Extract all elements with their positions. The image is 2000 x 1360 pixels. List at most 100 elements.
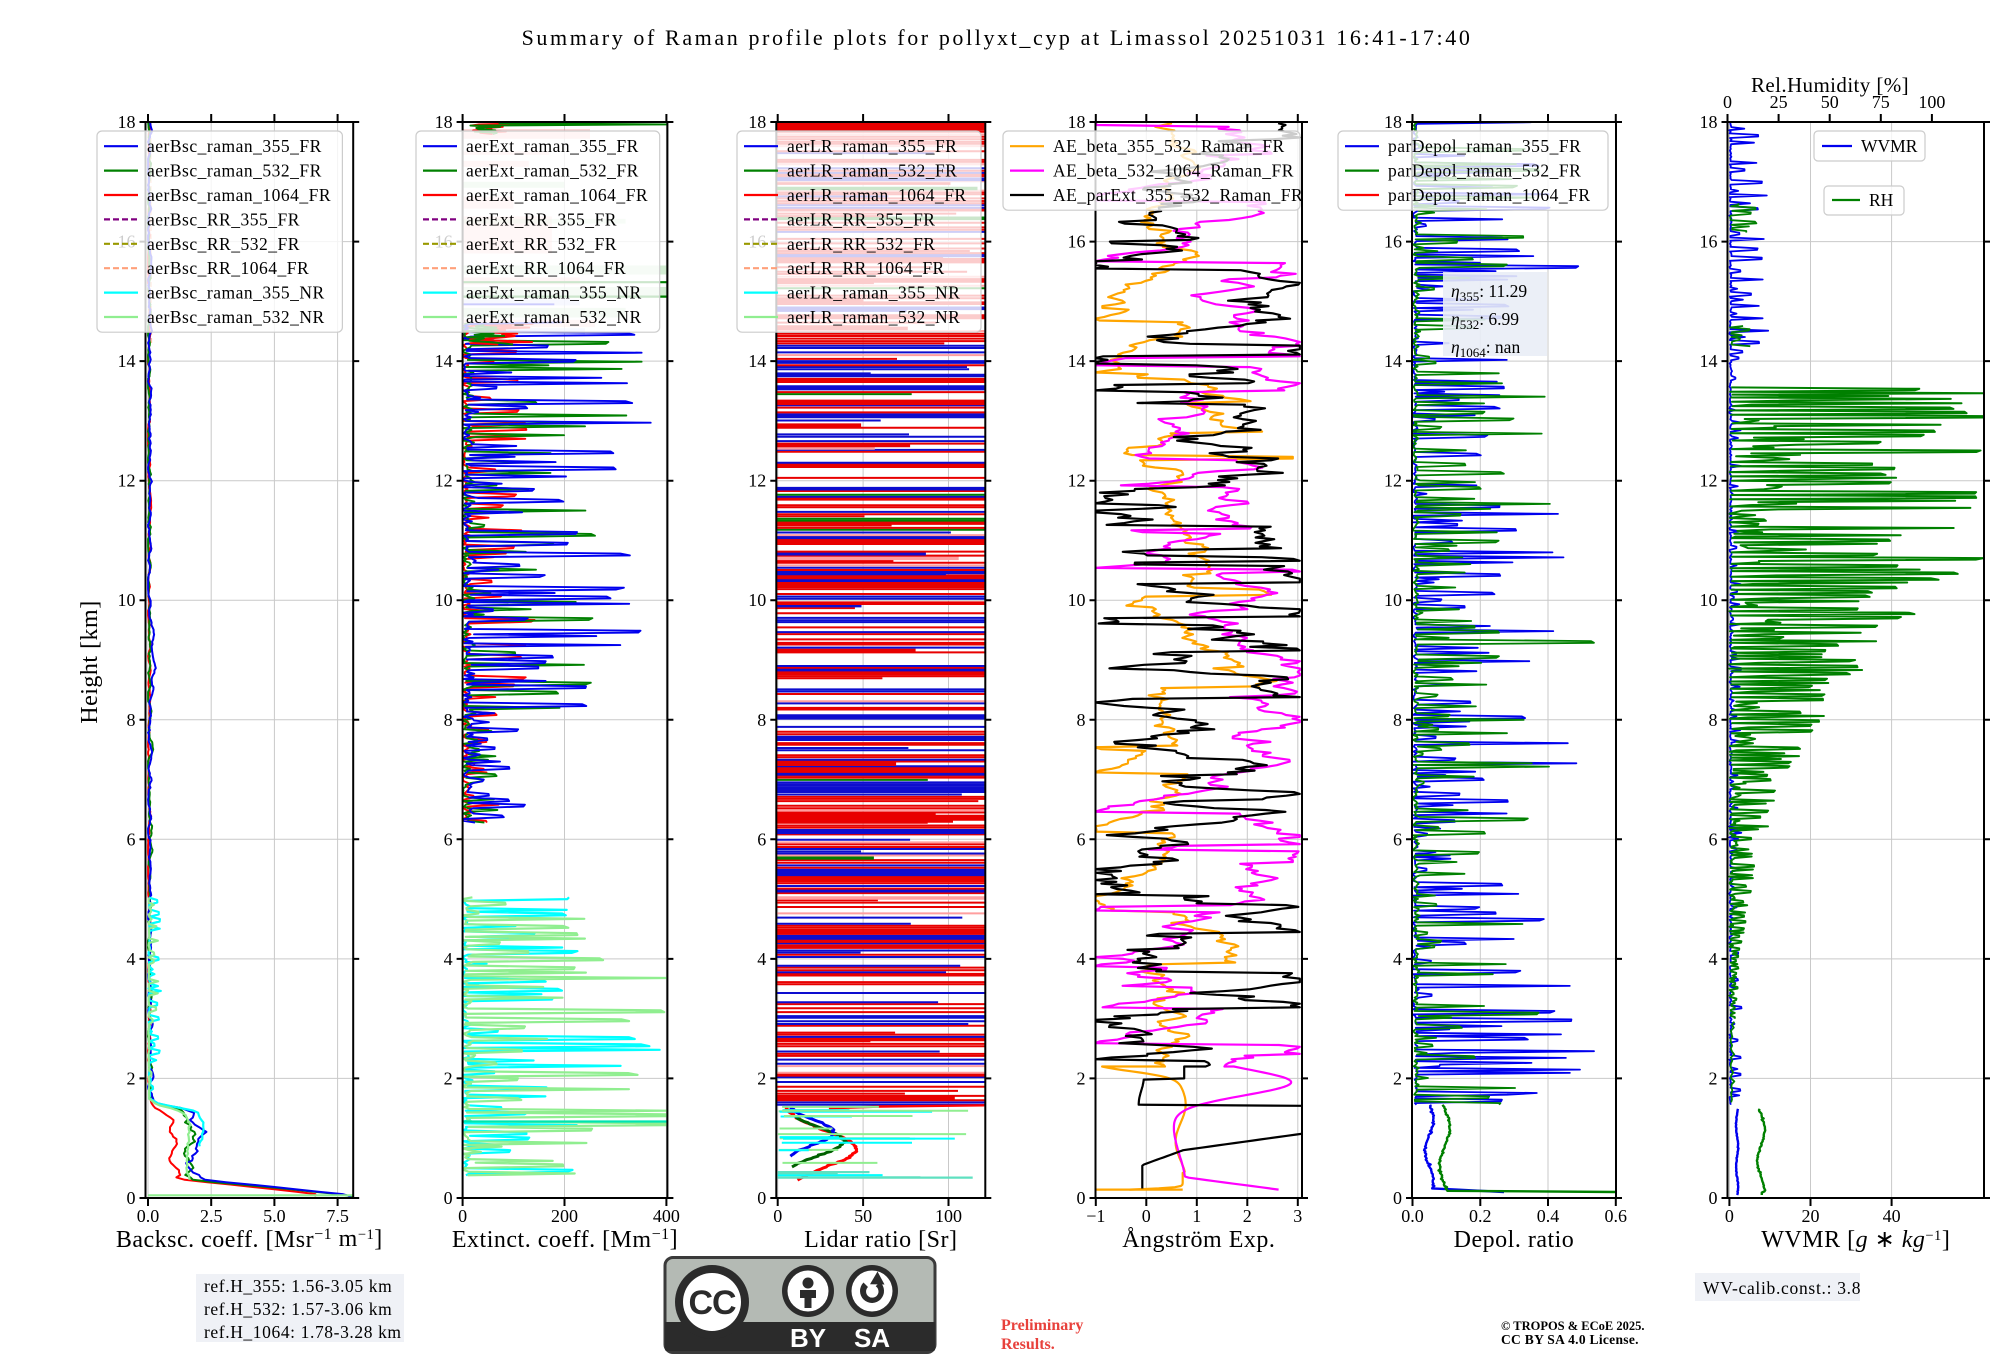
svg-text:8: 8 xyxy=(1709,710,1718,730)
svg-text:aerExt_RR_1064_FR: aerExt_RR_1064_FR xyxy=(466,258,626,278)
svg-text:50: 50 xyxy=(854,1206,872,1226)
svg-text:CC: CC xyxy=(688,1284,736,1322)
svg-text:2: 2 xyxy=(127,1068,136,1088)
svg-text:Backsc. coeff. [Msr−1 m−1]: Backsc. coeff. [Msr−1 m−1] xyxy=(116,1226,383,1253)
svg-text:aerBsc_raman_355_FR: aerBsc_raman_355_FR xyxy=(147,136,322,156)
svg-text:0: 0 xyxy=(458,1206,467,1226)
svg-text:aerLR_RR_1064_FR: aerLR_RR_1064_FR xyxy=(787,258,945,278)
svg-text:10: 10 xyxy=(118,590,136,610)
svg-text:75: 75 xyxy=(1872,92,1890,112)
svg-text:0: 0 xyxy=(444,1188,453,1208)
svg-text:0.2: 0.2 xyxy=(1469,1206,1492,1226)
svg-text:12: 12 xyxy=(1384,471,1402,491)
svg-text:2: 2 xyxy=(1393,1068,1402,1088)
svg-text:aerLR_raman_532_FR: aerLR_raman_532_FR xyxy=(787,161,957,181)
svg-text:© TROPOS & ECoE 2025.: © TROPOS & ECoE 2025. xyxy=(1501,1319,1645,1333)
svg-text:0: 0 xyxy=(773,1206,782,1226)
svg-text:η355: 11.29: η355: 11.29 xyxy=(1451,281,1527,304)
svg-text:8: 8 xyxy=(1393,710,1402,730)
svg-text:12: 12 xyxy=(118,471,136,491)
svg-text:aerBsc_RR_532_FR: aerBsc_RR_532_FR xyxy=(147,234,300,254)
svg-text:10: 10 xyxy=(435,590,453,610)
svg-text:aerBsc_raman_532_NR: aerBsc_raman_532_NR xyxy=(147,307,325,327)
svg-text:η532: 6.99: η532: 6.99 xyxy=(1451,309,1519,332)
svg-text:0.0: 0.0 xyxy=(1401,1206,1424,1226)
svg-text:200: 200 xyxy=(551,1206,578,1226)
svg-text:50: 50 xyxy=(1821,92,1839,112)
svg-text:η1064: nan: η1064: nan xyxy=(1451,337,1520,360)
svg-text:aerBsc_raman_355_NR: aerBsc_raman_355_NR xyxy=(147,283,325,303)
svg-text:Lidar ratio [Sr]: Lidar ratio [Sr] xyxy=(804,1227,957,1253)
svg-text:14: 14 xyxy=(118,351,136,371)
svg-text:6: 6 xyxy=(757,829,766,849)
svg-text:4: 4 xyxy=(757,949,766,969)
svg-text:0: 0 xyxy=(127,1188,136,1208)
svg-text:aerExt_raman_355_FR: aerExt_raman_355_FR xyxy=(466,136,639,156)
svg-text:4: 4 xyxy=(1709,949,1718,969)
svg-text:0: 0 xyxy=(1725,1206,1734,1226)
svg-text:aerBsc_RR_355_FR: aerBsc_RR_355_FR xyxy=(147,209,300,229)
svg-text:18: 18 xyxy=(748,112,766,132)
svg-text:aerLR_raman_1064_FR: aerLR_raman_1064_FR xyxy=(787,185,967,205)
svg-text:1: 1 xyxy=(1192,1206,1201,1226)
svg-text:8: 8 xyxy=(127,710,136,730)
svg-text:ref.H_532: 1.57-3.06 km: ref.H_532: 1.57-3.06 km xyxy=(204,1299,392,1319)
svg-text:aerLR_raman_532_NR: aerLR_raman_532_NR xyxy=(787,307,960,327)
svg-text:0: 0 xyxy=(1723,92,1732,112)
svg-text:0: 0 xyxy=(1709,1188,1718,1208)
svg-text:parDepol_raman_355_FR: parDepol_raman_355_FR xyxy=(1388,136,1581,156)
svg-text:0.6: 0.6 xyxy=(1605,1206,1628,1226)
svg-text:BY: BY xyxy=(790,1323,826,1353)
svg-text:Extinct. coeff. [Mm−1]: Extinct. coeff. [Mm−1] xyxy=(452,1226,678,1253)
svg-text:Height [km]: Height [km] xyxy=(77,600,103,723)
svg-text:aerExt_raman_355_NR: aerExt_raman_355_NR xyxy=(466,283,642,303)
svg-text:WVMR [g ∗ kg−1]: WVMR [g ∗ kg−1] xyxy=(1761,1227,1950,1253)
svg-text:SA: SA xyxy=(854,1323,890,1353)
svg-text:18: 18 xyxy=(1700,112,1718,132)
svg-text:0.4: 0.4 xyxy=(1537,1206,1560,1226)
svg-text:0: 0 xyxy=(1142,1206,1151,1226)
svg-text:18: 18 xyxy=(1384,112,1402,132)
svg-text:25: 25 xyxy=(1770,92,1788,112)
svg-text:WV-calib.const.: 3.8: WV-calib.const.: 3.8 xyxy=(1703,1278,1861,1298)
svg-text:aerExt_raman_532_FR: aerExt_raman_532_FR xyxy=(466,161,639,181)
svg-text:4: 4 xyxy=(1077,949,1086,969)
svg-text:−1: −1 xyxy=(1086,1206,1105,1226)
svg-text:2: 2 xyxy=(757,1068,766,1088)
svg-text:parDepol_raman_1064_FR: parDepol_raman_1064_FR xyxy=(1388,185,1591,205)
svg-text:AE_beta_532_1064_Raman_FR: AE_beta_532_1064_Raman_FR xyxy=(1053,161,1294,181)
svg-text:14: 14 xyxy=(748,351,766,371)
svg-text:0.0: 0.0 xyxy=(137,1206,160,1226)
svg-text:4: 4 xyxy=(127,949,136,969)
svg-text:Rel.Humidity [%]: Rel.Humidity [%] xyxy=(1751,73,1909,97)
svg-text:14: 14 xyxy=(1384,351,1402,371)
svg-text:6: 6 xyxy=(1077,829,1086,849)
svg-text:ref.H_1064: 1.78-3.28 km: ref.H_1064: 1.78-3.28 km xyxy=(204,1322,402,1342)
svg-text:7.5: 7.5 xyxy=(326,1206,349,1226)
svg-text:2: 2 xyxy=(1243,1206,1252,1226)
svg-text:0: 0 xyxy=(1077,1188,1086,1208)
svg-text:14: 14 xyxy=(1700,351,1718,371)
svg-text:aerExt_raman_532_NR: aerExt_raman_532_NR xyxy=(466,307,642,327)
svg-text:10: 10 xyxy=(1068,590,1086,610)
svg-text:Results.: Results. xyxy=(1001,1336,1055,1353)
svg-text:14: 14 xyxy=(1068,351,1086,371)
svg-text:8: 8 xyxy=(1077,710,1086,730)
svg-text:RH: RH xyxy=(1869,190,1894,210)
svg-text:12: 12 xyxy=(1700,471,1718,491)
svg-text:Preliminary: Preliminary xyxy=(1001,1317,1083,1334)
svg-text:10: 10 xyxy=(1700,590,1718,610)
svg-text:12: 12 xyxy=(1068,471,1086,491)
svg-text:aerExt_RR_532_FR: aerExt_RR_532_FR xyxy=(466,234,617,254)
svg-text:AE_beta_355_532_Raman_FR: AE_beta_355_532_Raman_FR xyxy=(1053,136,1285,156)
svg-text:0: 0 xyxy=(757,1188,766,1208)
svg-text:WVMR: WVMR xyxy=(1861,136,1918,156)
svg-text:40: 40 xyxy=(1883,1206,1901,1226)
svg-text:12: 12 xyxy=(435,471,453,491)
svg-text:400: 400 xyxy=(653,1206,680,1226)
svg-text:16: 16 xyxy=(1068,232,1086,252)
svg-text:12: 12 xyxy=(748,471,766,491)
svg-text:2: 2 xyxy=(444,1068,453,1088)
svg-text:16: 16 xyxy=(1384,232,1402,252)
svg-text:4: 4 xyxy=(444,949,453,969)
